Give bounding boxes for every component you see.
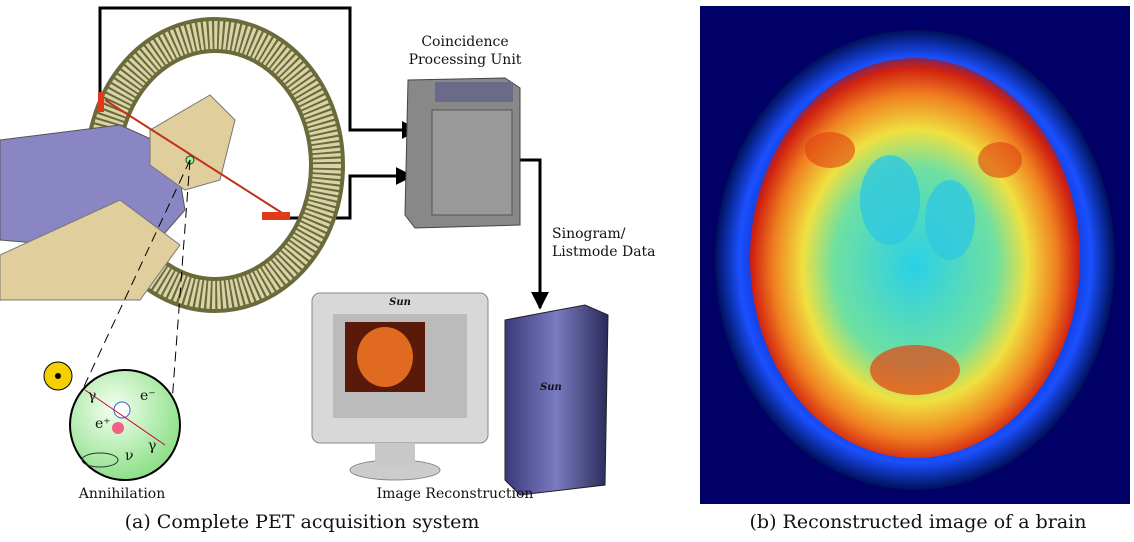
data-label: Sinogram/ [552,226,626,242]
logo: Sun [389,297,411,308]
brain-region [925,180,975,260]
annihilation-label: Annihilation [78,486,166,502]
particle-label: γ [148,438,156,454]
reconstruction-label: Image Reconstruction [377,486,534,502]
signal-arrow [98,6,420,139]
panel-a: e⁻ e⁺ ν γ γ Annihilation Coincidence Pro… [0,6,656,533]
server-top [435,82,513,102]
data-label: Listmode Data [552,244,656,260]
screen-brain [357,327,413,387]
brain-region [978,142,1022,178]
caption: (b) Reconstructed image of a brain [750,511,1087,533]
atom [81,452,119,468]
brain-region [860,155,920,245]
line-of-response [104,99,291,219]
panel-b: (b) Reconstructed image of a brain [700,6,1130,533]
particle-label: γ [88,388,96,404]
patient-arm [0,199,181,301]
server-grille [431,109,513,216]
gamma-ray [84,389,166,446]
unit-label: Coincidence [421,34,508,50]
brain [750,58,1080,458]
caption: (a) Complete PET acquisition system [125,511,480,533]
annihilation-sphere [69,369,181,481]
hit-detector [262,212,290,220]
workstation [504,304,609,496]
zoom-line [79,159,191,396]
brain-region [805,132,855,168]
data-arrow [520,158,549,310]
logo: Sun [540,382,562,393]
patient-head [149,94,236,191]
zoom-line [169,159,191,431]
positron [112,422,124,434]
particle-label: e⁻ [140,388,156,404]
hit-detector [98,92,104,112]
particle-label: e⁺ [95,416,111,432]
radiation-icon-center [55,373,61,379]
monitor-stand [375,443,415,465]
unit-label: Processing Unit [409,52,522,68]
brain-region [870,345,960,395]
particle-label: ν [125,448,134,464]
